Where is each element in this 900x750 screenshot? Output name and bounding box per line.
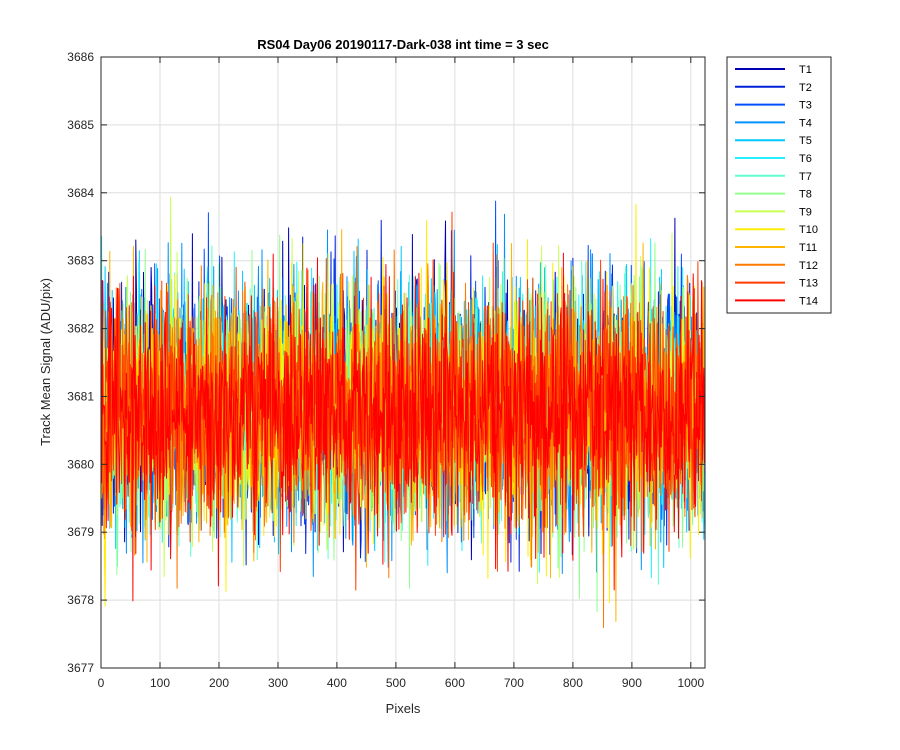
- y-tick-label: 3680: [67, 457, 94, 471]
- chart-title: RS04 Day06 20190117-Dark-038 int time = …: [257, 37, 549, 52]
- legend-label-t6: T6: [799, 153, 812, 165]
- y-tick-label: 3683: [67, 254, 94, 268]
- legend-label-t3: T3: [799, 100, 812, 112]
- legend-label-t12: T12: [799, 260, 818, 272]
- x-tick-label: 400: [327, 676, 347, 690]
- x-tick-label: 1000: [677, 676, 704, 690]
- y-tick-label: 3685: [67, 118, 94, 132]
- y-axis-label: Track Mean Signal (ADU/pix): [38, 278, 53, 446]
- legend-box: [726, 56, 832, 314]
- legend-label-t5: T5: [799, 135, 812, 147]
- ticks: 0 100 200 300 400 500 600 700 800 900 1000 3677 3678…: [67, 50, 705, 690]
- y-tick-label: 3679: [67, 525, 94, 539]
- legend-label-t10: T10: [799, 224, 818, 236]
- y-tick-label: 3682: [67, 322, 94, 336]
- series-group: [100, 196, 705, 628]
- legend: T1 T2 T3 T4 T5 T6 T7 T8 T9 T10 T11 T12 T13 T14: [726, 56, 832, 314]
- x-tick-label: 0: [98, 676, 105, 690]
- x-tick-label: 100: [150, 676, 170, 690]
- x-tick-label: 700: [504, 676, 524, 690]
- legend-label-t14: T14: [799, 295, 818, 307]
- x-tick-label: 200: [209, 676, 229, 690]
- legend-label-t11: T11: [799, 242, 817, 254]
- legend-label-t9: T9: [799, 206, 812, 218]
- legend-label-t2: T2: [799, 82, 812, 94]
- x-tick-label: 500: [386, 676, 406, 690]
- y-tick-label: 3686: [67, 50, 94, 64]
- legend-label-t13: T13: [799, 278, 818, 290]
- legend-label-t4: T4: [799, 117, 812, 129]
- x-tick-label: 800: [563, 676, 583, 690]
- y-tick-label: 3678: [67, 593, 94, 607]
- x-tick-label: 600: [445, 676, 465, 690]
- x-axis-label: Pixels: [386, 701, 421, 716]
- y-tick-label: 3681: [67, 389, 94, 403]
- y-tick-label: 3677: [67, 661, 94, 675]
- legend-label-t7: T7: [799, 171, 812, 183]
- x-tick-label: 900: [622, 676, 642, 690]
- legend-label-t1: T1: [799, 64, 812, 76]
- y-tick-label: 3684: [67, 186, 94, 200]
- plot-frame: [100, 56, 706, 669]
- series-line-t14: [100, 252, 705, 602]
- x-tick-label: 300: [268, 676, 288, 690]
- legend-label-t8: T8: [799, 189, 812, 201]
